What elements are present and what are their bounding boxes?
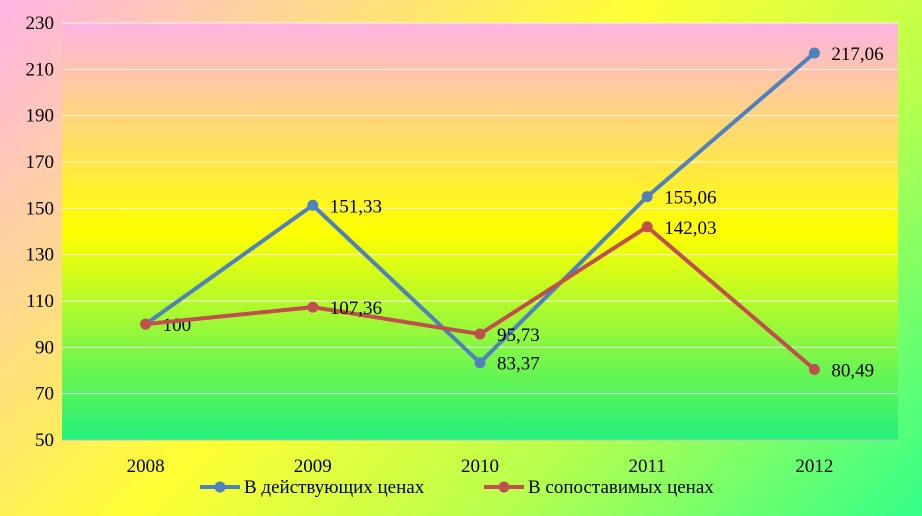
legend-label: В действующих ценах: [244, 477, 425, 498]
data-label: 151,33: [330, 196, 382, 217]
legend-item-2: В сопоставимых ценах: [484, 477, 714, 498]
y-tick-label: 190: [26, 106, 55, 127]
data-label: 217,06: [831, 44, 883, 65]
data-point: [474, 357, 486, 369]
data-label: 107,36: [330, 298, 382, 319]
y-tick-label: 170: [26, 152, 55, 173]
data-point: [808, 363, 820, 375]
x-axis: 2008 2009 2010 2011 2012: [62, 439, 898, 477]
data-point: [307, 199, 319, 211]
data-point: [808, 47, 820, 59]
data-point: [307, 301, 319, 313]
y-tick-label: 70: [35, 384, 54, 405]
gridlines: [62, 22, 898, 395]
data-label: 83,37: [497, 354, 540, 375]
legend: В действующих ценах В сопоставимых ценах: [200, 477, 714, 498]
data-point: [641, 191, 653, 203]
x-tick-label: 2010: [461, 456, 499, 477]
x-tick-label: 2008: [127, 456, 165, 477]
y-tick-label: 230: [26, 13, 55, 34]
x-tick-label: 2011: [629, 456, 666, 477]
y-tick-label: 210: [26, 59, 55, 80]
legend-swatch-marker: [214, 481, 226, 493]
legend-swatch-marker: [498, 481, 510, 493]
data-label: 95,73: [497, 325, 540, 346]
data-point: [641, 221, 653, 233]
data-point: [474, 328, 486, 340]
legend-label: В сопоставимых ценах: [528, 477, 714, 498]
x-tick-label: 2012: [795, 456, 833, 477]
data-point: [140, 318, 152, 330]
y-axis: 50 70 90 110 130 150 170 190 210 230: [26, 13, 55, 451]
series-2: 107,36 95,73 142,03 80,49: [140, 218, 874, 381]
legend-item-1: В действующих ценах: [200, 477, 425, 498]
y-tick-label: 130: [26, 245, 55, 266]
data-label: 80,49: [831, 360, 874, 381]
y-tick-label: 50: [35, 430, 54, 451]
y-tick-label: 90: [35, 337, 54, 358]
data-label: 142,03: [664, 218, 716, 239]
data-label: 155,06: [664, 188, 716, 209]
plot-area: [62, 23, 898, 440]
series-layer: 100151,3383,37155,06217,06107,3695,73142…: [140, 44, 884, 381]
y-tick-label: 150: [26, 198, 55, 219]
y-tick-label: 110: [26, 291, 54, 312]
x-tick-label: 2009: [294, 456, 332, 477]
